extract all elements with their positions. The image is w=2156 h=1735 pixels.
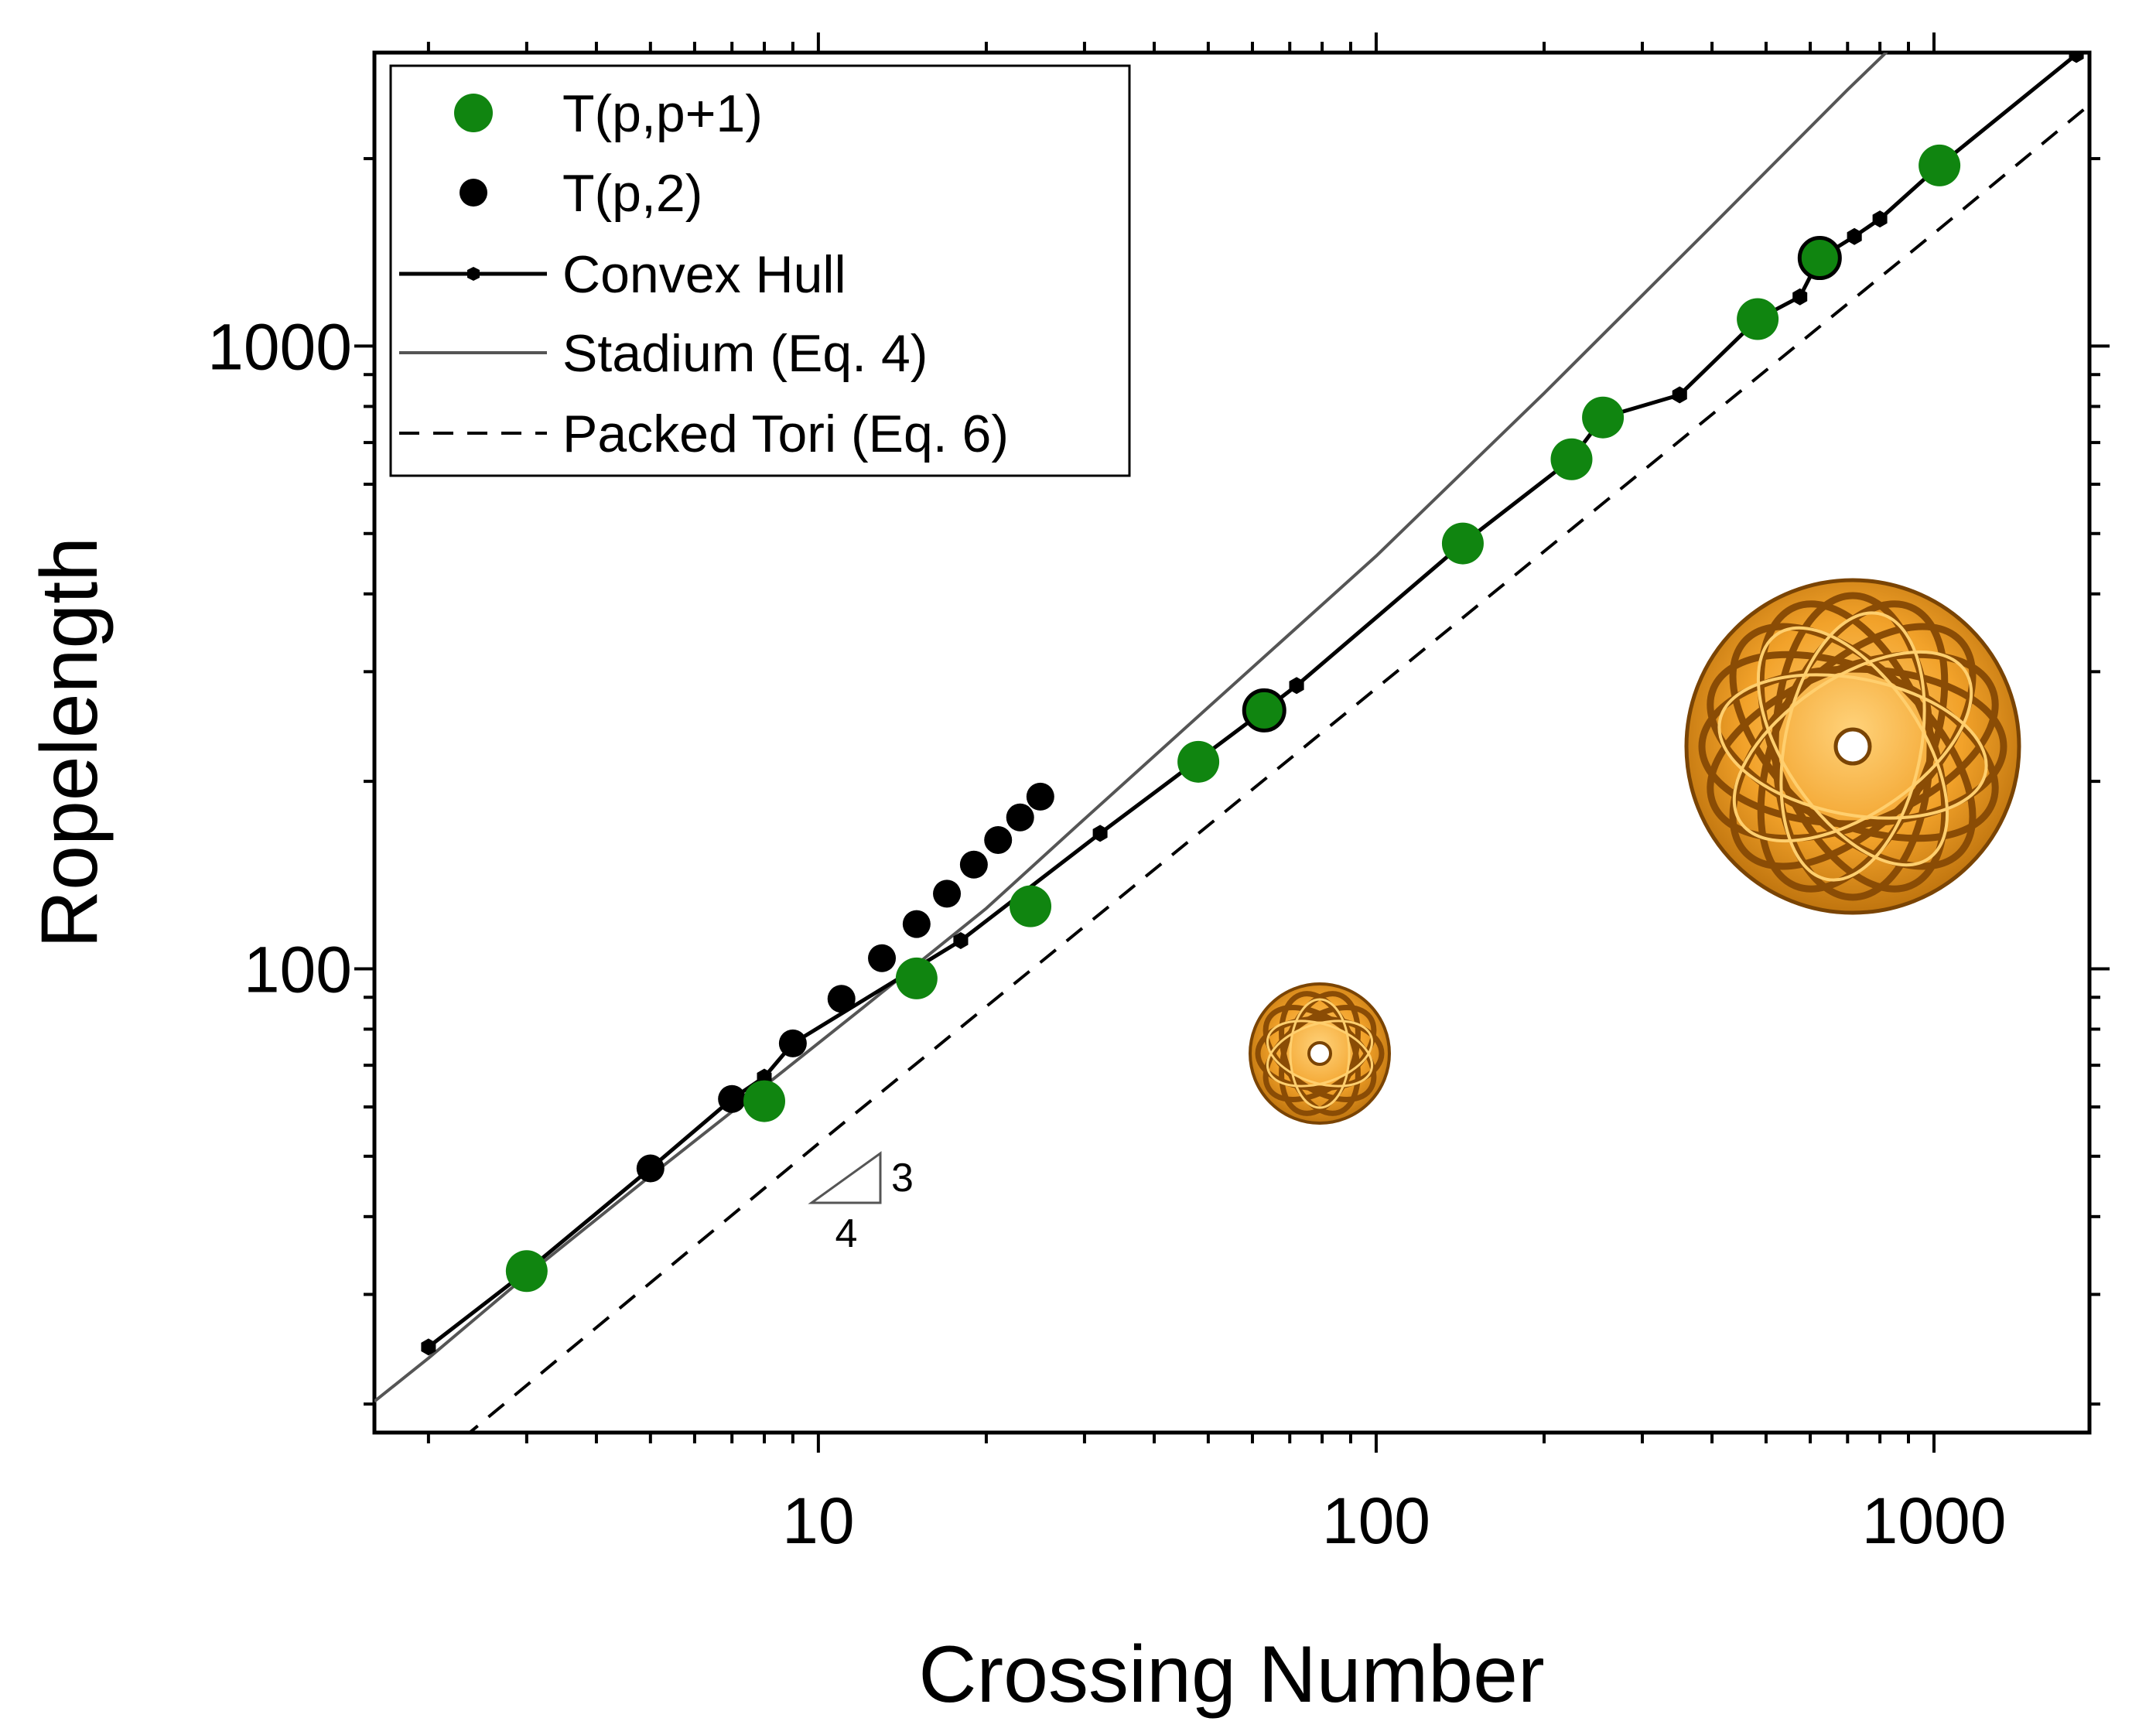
t-p-2-point [1026, 782, 1054, 811]
highlighted-point-ring [1797, 236, 1842, 281]
convex-hull-point [1872, 210, 1888, 228]
t-p-p1-point [1799, 237, 1841, 279]
slope-rise-label: 3 [891, 1156, 914, 1200]
x-tick-label: 100 [1322, 1484, 1430, 1557]
series-packed-tori-line [466, 103, 2089, 1433]
convex-hull-point [421, 1338, 436, 1356]
legend-marker-convex-hull [467, 267, 480, 281]
t-p-2-point [827, 985, 856, 1013]
slope-triangle-shape [808, 1151, 882, 1204]
axis-ticks [354, 32, 2110, 1453]
slope-triangle: 4 3 [808, 1151, 914, 1256]
t-p-p1-point [1919, 144, 1961, 186]
y-axis-title: Ropelength [25, 537, 114, 948]
legend: T(p,p+1) T(p,2) Convex Hull Stadium (Eq.… [389, 64, 1131, 477]
legend-label-convex-hull: Convex Hull [562, 245, 846, 304]
slope-run-label: 4 [835, 1211, 858, 1256]
plot-frame [372, 50, 2092, 1435]
t-p-2-point [933, 879, 962, 908]
small-knot-image [1249, 982, 1391, 1125]
convex-hull-point [1847, 227, 1862, 245]
t-p-2-point [984, 825, 1013, 854]
t-p-p1-point [505, 1250, 548, 1293]
convex-hull-point [1289, 677, 1304, 695]
x-tick-label: 1000 [1862, 1484, 2007, 1557]
convex-hull-point [1792, 288, 1808, 306]
legend-marker-t-p-2 [460, 179, 487, 207]
t-p-p1-point [1243, 689, 1286, 732]
y-tick-label: 100 [244, 933, 352, 1006]
t-p-2-point [1006, 803, 1034, 832]
legend-label-t-p-2: T(p,2) [562, 164, 702, 223]
convex-hull-point [953, 932, 969, 949]
x-tick-label: 10 [782, 1484, 854, 1557]
t-p-p1-point [1010, 885, 1052, 927]
t-p-2-point [718, 1084, 747, 1113]
t-p-p1-point [1177, 740, 1220, 783]
t-p-p1-point [1441, 522, 1484, 565]
legend-label-packed-tori: Packed Tori (Eq. 6) [562, 405, 1009, 463]
t-p-2-point [778, 1029, 807, 1057]
convex-hull-point [1092, 825, 1108, 842]
t-p-p1-point [895, 957, 938, 999]
tick-labels: 10 100 1000 100 1000 [207, 310, 2006, 1557]
t-p-2-point [636, 1154, 665, 1183]
large-knot-image [1684, 578, 2021, 915]
t-p-2-point [868, 944, 897, 972]
convex-hull-point [1672, 386, 1687, 404]
t-p-2-point [959, 850, 988, 879]
y-tick-label: 1000 [207, 310, 352, 383]
t-p-p1-point [1737, 298, 1779, 340]
series-layer [374, 53, 2089, 1433]
t-p-2-point [902, 910, 931, 938]
t-p-p1-point [1582, 396, 1625, 439]
t-p-p1-point [1550, 438, 1593, 480]
series-stadium-line [374, 53, 1888, 1403]
t-p-p1-point [743, 1080, 786, 1122]
highlighted-point-ring [1242, 688, 1286, 733]
x-axis-title: Crossing Number [918, 1630, 1544, 1720]
legend-label-t-p-p1: T(p,p+1) [562, 84, 763, 143]
legend-marker-t-p-p1 [454, 94, 493, 132]
legend-label-stadium: Stadium (Eq. 4) [562, 324, 928, 383]
legend-box [389, 64, 1131, 477]
convex-hull-point [2069, 53, 2084, 63]
